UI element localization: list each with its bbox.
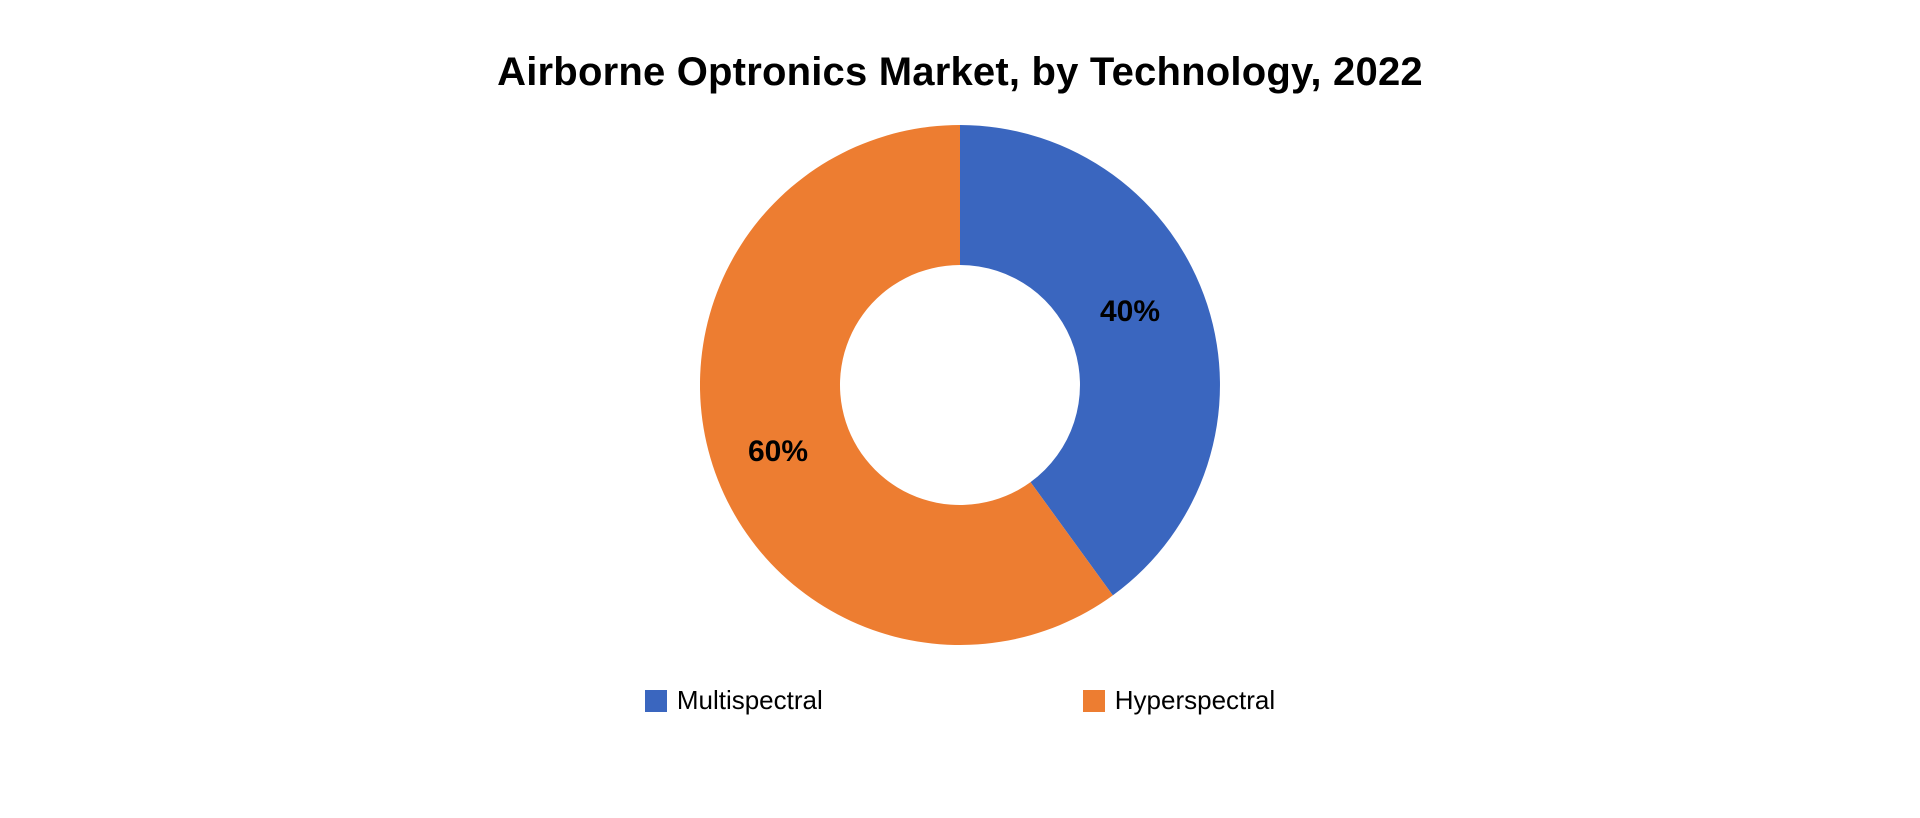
legend-swatch-multispectral	[645, 690, 667, 712]
chart-title: Airborne Optronics Market, by Technology…	[497, 50, 1423, 95]
legend-swatch-hyperspectral	[1083, 690, 1105, 712]
pct-label-multispectral: 40%	[1100, 295, 1160, 329]
legend-item-hyperspectral: Hyperspectral	[1083, 685, 1275, 716]
legend-label-hyperspectral: Hyperspectral	[1115, 685, 1275, 716]
pct-label-hyperspectral: 60%	[748, 435, 808, 469]
legend-label-multispectral: Multispectral	[677, 685, 823, 716]
donut-chart: 40% 60%	[700, 125, 1220, 645]
donut-svg	[700, 125, 1220, 645]
legend-item-multispectral: Multispectral	[645, 685, 823, 716]
chart-container: Airborne Optronics Market, by Technology…	[0, 0, 1920, 818]
legend: Multispectral Hyperspectral	[645, 685, 1275, 716]
